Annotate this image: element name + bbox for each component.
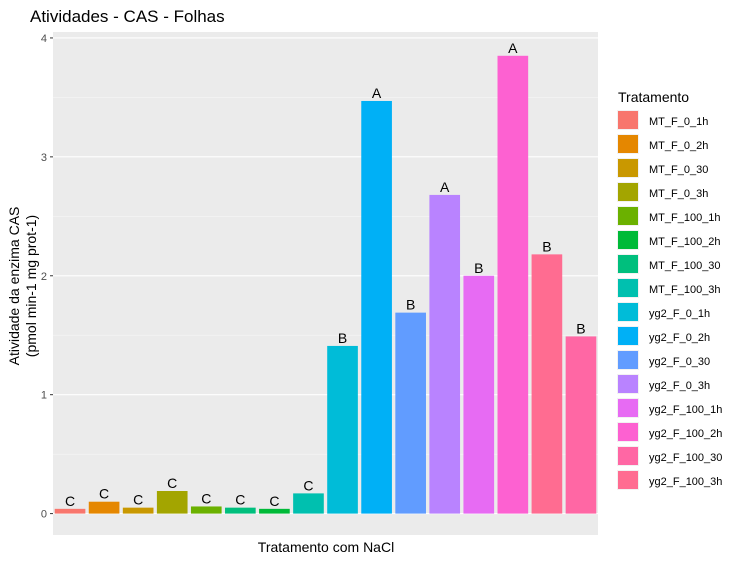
legend-swatch-mt-f-100-1h [618, 207, 638, 225]
legend-label-mt-f-0-2h: MT_F_0_2h [649, 140, 708, 152]
bar-mt-f-100-1h [191, 506, 222, 513]
bar-letter-yg2-f-100-30: B [576, 320, 585, 336]
legend-label-mt-f-100-2h: MT_F_100_2h [649, 236, 721, 248]
bar-yg2-f-100-2h [498, 56, 529, 514]
bar-mt-f-100-30 [225, 508, 256, 514]
legend-label-mt-f-0-3h: MT_F_0_3h [649, 188, 708, 200]
bar-letter-mt-f-0-1h: C [65, 493, 75, 509]
bar-yg2-f-0-2h [361, 101, 392, 514]
legend-swatch-yg2-f-100-2h [618, 423, 638, 441]
bar-mt-f-100-3h [293, 493, 324, 513]
bar-letter-mt-f-0-3h: C [167, 475, 177, 491]
legend: MT_F_0_1h MT_F_0_2h MT_F_0_30 MT_F_0_3h MT_F… [617, 110, 722, 490]
legend-label-yg2-f-100-3h: yg2_F_100_3h [649, 476, 722, 488]
bar-yg2-f-100-3h [532, 254, 563, 513]
legend-label-yg2-f-0-30: yg2_F_0_30 [649, 356, 710, 368]
y-axis-title-line1: Atividade da enzima CAS [6, 207, 22, 366]
legend-label-yg2-f-0-1h: yg2_F_0_1h [649, 308, 710, 320]
bar-mt-f-0-3h [157, 491, 188, 514]
bar-letter-mt-f-100-30: C [235, 492, 245, 508]
bar-letter-yg2-f-0-2h: A [372, 85, 382, 101]
legend-label-yg2-f-100-1h: yg2_F_100_1h [649, 404, 722, 416]
legend-swatch-yg2-f-0-3h [618, 375, 638, 393]
legend-swatch-yg2-f-0-2h [618, 327, 638, 345]
legend-label-yg2-f-0-3h: yg2_F_0_3h [649, 380, 710, 392]
bar-letter-mt-f-100-3h: C [303, 477, 313, 493]
legend-title: Tratamento [618, 89, 689, 105]
chart-title: Atividades - CAS - Folhas [30, 7, 225, 26]
bar-yg2-f-0-3h [429, 195, 460, 514]
legend-label-mt-f-0-1h: MT_F_0_1h [649, 116, 708, 128]
bar-yg2-f-100-30 [566, 336, 597, 513]
legend-swatch-yg2-f-0-1h [618, 303, 638, 321]
bar-yg2-f-100-1h [463, 276, 494, 514]
bar-mt-f-100-2h [259, 509, 290, 514]
legend-swatch-yg2-f-100-3h [618, 471, 638, 489]
legend-swatch-yg2-f-0-30 [618, 351, 638, 369]
legend-label-mt-f-100-3h: MT_F_100_3h [649, 284, 721, 296]
legend-swatch-mt-f-100-30 [618, 255, 638, 273]
bar-letter-yg2-f-0-3h: A [440, 179, 450, 195]
bar-letter-mt-f-100-1h: C [201, 490, 211, 506]
legend-label-mt-f-100-1h: MT_F_100_1h [649, 212, 721, 224]
legend-swatch-mt-f-0-2h [618, 135, 638, 153]
bar-letter-yg2-f-100-2h: A [508, 40, 518, 56]
bar-letter-mt-f-0-30: C [133, 492, 143, 508]
bar-mt-f-0-30 [123, 508, 154, 514]
legend-label-mt-f-0-30: MT_F_0_30 [649, 164, 708, 176]
y-tick-label: 3 [41, 152, 47, 164]
bar-letter-mt-f-100-2h: C [269, 493, 279, 509]
legend-label-mt-f-100-30: MT_F_100_30 [649, 260, 721, 272]
legend-label-yg2-f-100-30: yg2_F_100_30 [649, 452, 722, 464]
y-axis-ticks: 0 1 2 3 4 [41, 33, 53, 521]
y-tick-label: 2 [41, 271, 47, 283]
legend-swatch-yg2-f-100-30 [618, 447, 638, 465]
legend-swatch-mt-f-100-2h [618, 231, 638, 249]
bar-yg2-f-0-30 [395, 313, 426, 514]
legend-swatch-mt-f-0-30 [618, 159, 638, 177]
y-axis-title-line2: (pmol min-1 mg prot-1) [23, 215, 39, 357]
bar-letter-yg2-f-100-3h: B [542, 238, 551, 254]
bar-mt-f-0-1h [55, 509, 86, 514]
bar-yg2-f-0-1h [327, 346, 358, 514]
bar-letter-mt-f-0-2h: C [99, 486, 109, 502]
x-axis-title: Tratamento com NaCl [258, 539, 394, 555]
y-tick-label: 1 [41, 390, 47, 402]
legend-swatch-yg2-f-100-1h [618, 399, 638, 417]
bar-letter-yg2-f-100-1h: B [474, 260, 483, 276]
legend-label-yg2-f-0-2h: yg2_F_0_2h [649, 332, 710, 344]
y-tick-label: 4 [41, 33, 47, 45]
bar-mt-f-0-2h [89, 502, 120, 514]
bar-letter-yg2-f-0-30: B [406, 297, 415, 313]
legend-label-yg2-f-100-2h: yg2_F_100_2h [649, 428, 722, 440]
bar-letter-yg2-f-0-1h: B [338, 330, 347, 346]
legend-swatch-mt-f-0-3h [618, 183, 638, 201]
y-tick-label: 0 [41, 509, 47, 521]
legend-swatch-mt-f-100-3h [618, 279, 638, 297]
legend-swatch-mt-f-0-1h [618, 111, 638, 129]
